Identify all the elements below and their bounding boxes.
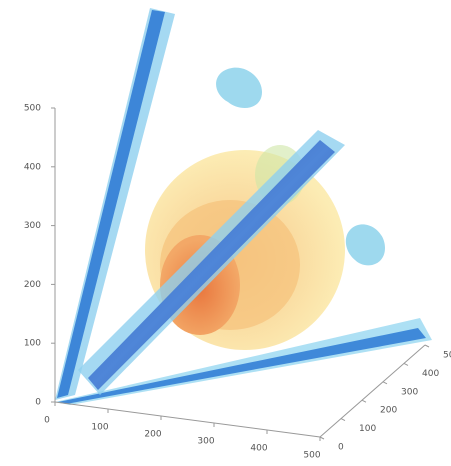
y-tick-label: 0 <box>338 443 344 453</box>
z-tick-label: 100 <box>24 339 41 349</box>
surface-blob <box>216 68 262 108</box>
tick-mark <box>341 419 345 421</box>
y-tick-label: 100 <box>359 424 376 434</box>
x-tick-label: 300 <box>197 437 214 447</box>
x-tick-label: 500 <box>303 451 320 461</box>
y-tick-label: 500 <box>443 351 451 361</box>
tick-mark <box>404 363 408 365</box>
surface-blob <box>346 224 385 265</box>
y-tick-label: 300 <box>401 387 418 397</box>
x-tick-label: 0 <box>44 416 50 426</box>
y-tick-label: 400 <box>422 369 439 379</box>
z-tick-label: 500 <box>24 104 41 114</box>
x-tick-label: 100 <box>91 423 108 433</box>
tick-mark <box>425 345 429 347</box>
chart: 0 100 200 300 400 500 0 100 200 300 400 500 0 100 200 3… <box>0 0 451 466</box>
tick-mark <box>320 437 324 439</box>
x-tick-label: 400 <box>250 444 267 454</box>
tick-mark <box>362 400 366 402</box>
z-tick-label: 0 <box>35 398 41 408</box>
x-tick-label: 200 <box>144 430 161 440</box>
tick-mark <box>383 382 387 384</box>
y-tick-label: 200 <box>380 406 397 416</box>
isosurfaces <box>55 8 432 405</box>
z-tick-label: 400 <box>24 162 41 172</box>
z-tick-label: 300 <box>24 221 41 231</box>
z-tick-label: 200 <box>24 280 41 290</box>
